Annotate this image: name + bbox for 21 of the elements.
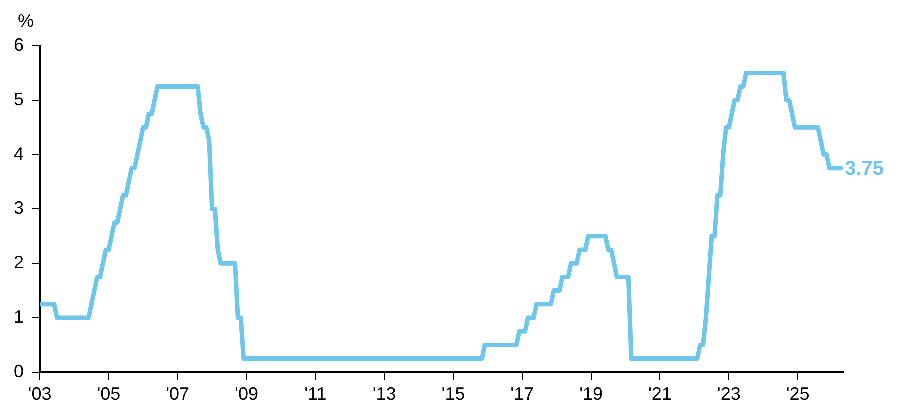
x-tick-label: '19 bbox=[580, 384, 604, 404]
x-tick-label: '03 bbox=[28, 384, 52, 404]
x-tick-label: '25 bbox=[786, 384, 810, 404]
y-tick-label: 4 bbox=[14, 144, 24, 164]
x-tick-label: '21 bbox=[648, 384, 672, 404]
x-tick-label: '11 bbox=[304, 384, 327, 404]
annotation: 3.75 bbox=[845, 158, 884, 180]
y-axis-title: % bbox=[18, 10, 34, 31]
x-tick-label: '07 bbox=[166, 384, 190, 404]
y-tick-label: 2 bbox=[14, 252, 24, 273]
x-tick-label: '23 bbox=[717, 384, 741, 404]
x-tick-label: '09 bbox=[235, 384, 258, 404]
y-tick-label: 5 bbox=[14, 89, 24, 110]
x-tick-label: '17 bbox=[510, 384, 534, 404]
x-tick-label: '13 bbox=[372, 384, 396, 404]
y-tick-label: 1 bbox=[14, 306, 24, 327]
x-tick-label: '15 bbox=[442, 384, 466, 404]
x-tick-label: '05 bbox=[97, 384, 121, 404]
y-tick-label: 6 bbox=[14, 34, 24, 55]
y-tick-label: 3 bbox=[14, 198, 24, 218]
y-tick-label: 0 bbox=[14, 361, 24, 382]
